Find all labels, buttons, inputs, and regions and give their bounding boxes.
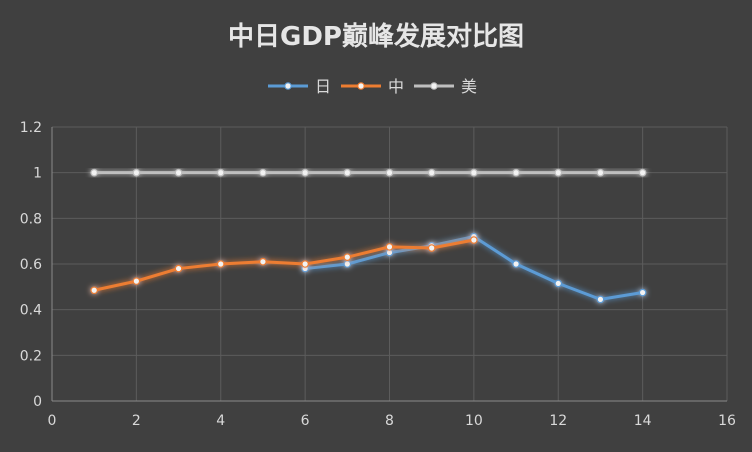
y-tick-label: 1.2 <box>20 120 42 136</box>
data-point <box>427 168 436 177</box>
series-layer <box>90 168 647 304</box>
data-point <box>596 168 605 177</box>
y-tick-label: 0.4 <box>20 303 42 319</box>
data-point <box>216 168 225 177</box>
data-point <box>427 244 436 252</box>
series-line <box>93 238 475 292</box>
series-china <box>90 236 478 295</box>
y-tick-label: 0.2 <box>20 348 42 364</box>
x-tick-label: 8 <box>385 413 394 429</box>
legend-marker <box>357 82 365 90</box>
data-point <box>638 288 647 297</box>
data-point <box>174 264 183 273</box>
data-point <box>343 253 352 261</box>
legend-label: 日 <box>315 77 331 96</box>
x-tick-label: 6 <box>301 413 310 429</box>
data-point <box>259 257 267 266</box>
data-point <box>216 260 225 268</box>
data-point <box>343 168 352 177</box>
data-point <box>343 260 352 268</box>
legend-marker <box>430 82 438 90</box>
y-tick-label: 0 <box>33 394 42 410</box>
data-point <box>470 236 478 244</box>
legend-marker <box>284 82 292 90</box>
y-tick-label: 0.6 <box>20 257 42 273</box>
data-point <box>90 168 98 177</box>
data-point <box>554 168 563 177</box>
x-tick-label: 4 <box>216 413 225 429</box>
data-point <box>596 295 605 304</box>
data-point <box>132 277 141 285</box>
data-point <box>259 168 267 177</box>
gridlines <box>52 126 728 401</box>
chart-title: 中日GDP巅峰发展对比图 <box>228 21 524 52</box>
data-point <box>554 279 563 288</box>
data-point <box>638 168 647 177</box>
legend: 日中美 <box>268 77 477 96</box>
axes: 0 0.2 0.4 0.6 0.8 1 1.2 0 2 4 6 8 10 12 14 16 <box>20 120 736 429</box>
x-tick-label: 10 <box>465 413 483 429</box>
data-point <box>301 260 309 268</box>
series-usa <box>90 168 647 177</box>
y-tick-label: 0.8 <box>20 211 42 227</box>
legend-label: 中 <box>388 77 404 96</box>
data-point <box>512 168 520 177</box>
x-tick-label: 2 <box>132 413 141 429</box>
data-point <box>470 168 478 177</box>
data-point <box>174 168 183 177</box>
legend-item: 美 <box>414 77 477 96</box>
legend-label: 美 <box>461 77 477 96</box>
y-tick-label: 1 <box>33 166 42 182</box>
data-point <box>132 168 141 177</box>
x-tick-label: 14 <box>634 413 652 429</box>
x-tick-label: 16 <box>718 413 736 429</box>
legend-item: 中 <box>341 77 404 96</box>
x-tick-label: 12 <box>549 413 567 429</box>
data-point <box>301 168 309 177</box>
data-point <box>385 243 394 251</box>
legend-item: 日 <box>268 77 331 96</box>
data-point <box>512 260 520 268</box>
x-tick-label: 0 <box>48 413 57 429</box>
data-point <box>385 168 394 177</box>
data-point <box>90 286 98 295</box>
